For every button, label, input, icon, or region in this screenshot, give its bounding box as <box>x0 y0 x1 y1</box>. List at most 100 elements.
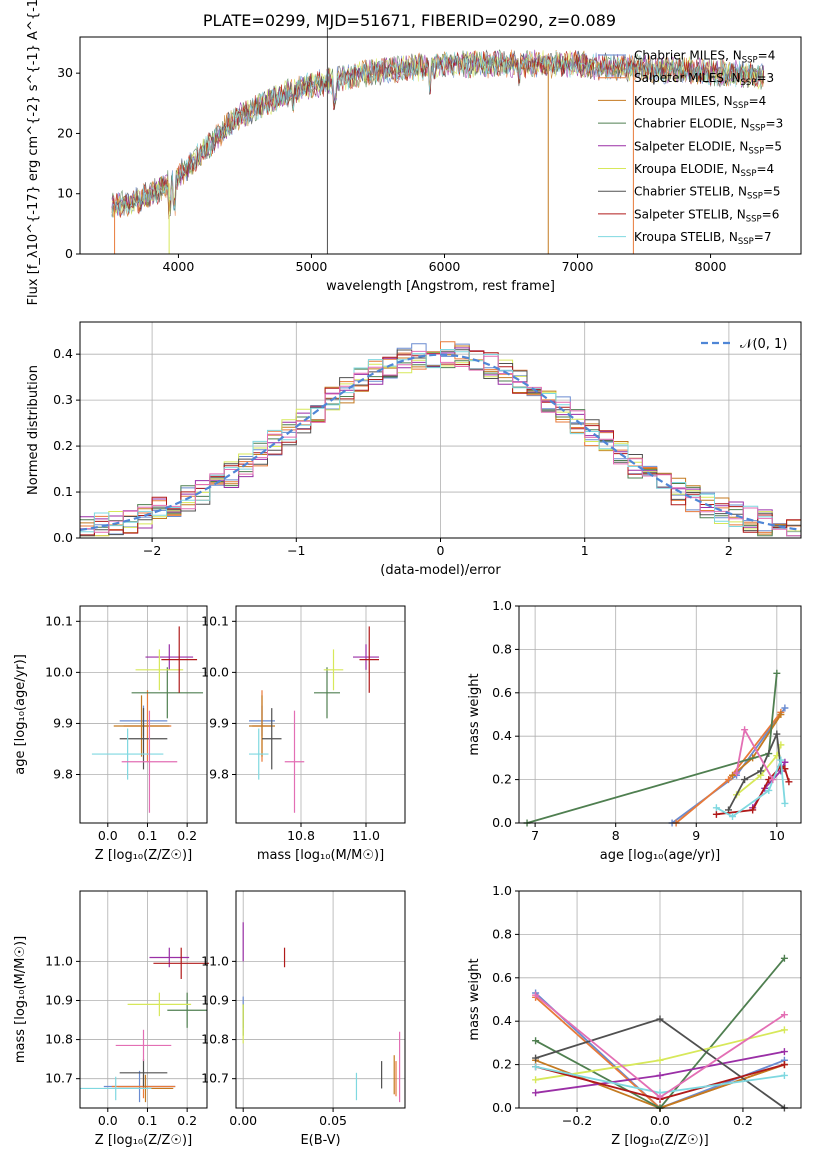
residuals-ylabel: Normed distribution <box>26 365 41 495</box>
mass_weight_vs_Z-point-marker <box>532 1037 540 1045</box>
residuals-xtick-label: 1 <box>581 543 589 558</box>
spectrum-legend-label: Kroupa ELODIE, NSSP=4 <box>634 162 774 179</box>
mass_vs_ebv-xlabel: E(B-V) <box>300 1133 340 1148</box>
spectrum-legend-label: Chabrier ELODIE, NSSP=3 <box>634 117 783 134</box>
mass_weight_vs_Z-point-marker <box>780 1048 788 1056</box>
mass_weight_vs_age-point-marker <box>733 769 741 777</box>
mass_vs_Z-xtick-label: 0.1 <box>138 1113 158 1128</box>
mass_weight_vs_Z-point-marker <box>656 1093 664 1101</box>
mass_vs_ebv-xtick-label: 0.00 <box>229 1113 257 1128</box>
spectrum-legend-label: Chabrier MILES, NSSP=4 <box>634 49 775 66</box>
spectrum-legend-value: =7 <box>754 230 772 244</box>
mass_weight_vs_Z-point-marker <box>780 1026 788 1034</box>
mass_weight_vs_Z-point-marker <box>532 1089 540 1097</box>
mass_weight_vs_age-xtick-label: 10 <box>769 828 785 843</box>
mass_weight_vs_age-ytick-label: 0.8 <box>492 641 512 656</box>
mass_weight_vs_Z-xtick-label: 0.0 <box>650 1113 670 1128</box>
spectrum-axes-frame <box>79 36 802 255</box>
mass_weight_vs_age-point-marker <box>712 804 720 812</box>
mass_weight_vs_Z-point-marker <box>780 1071 788 1079</box>
residuals-legend-label: 𝒩(0, 1) <box>740 337 787 352</box>
spectrum-legend-value: =3 <box>756 71 774 85</box>
mass_weight_vs_age-point-marker <box>773 730 781 738</box>
spectrum-series-line <box>111 50 765 218</box>
mass_weight_vs_Z-point-marker <box>656 1015 664 1023</box>
age_vs_mass-xtick-label: 10.8 <box>287 828 315 843</box>
mass_weight_vs_Z-point-marker <box>532 1063 540 1071</box>
mass_weight_vs_Z-point-marker <box>532 1054 540 1062</box>
spectrum-xtick-label: 4000 <box>163 259 195 274</box>
spectrum-xtick-label: 8000 <box>695 259 727 274</box>
mass_weight_vs_Z-point-marker <box>780 1011 788 1019</box>
age_vs_Z-xtick-label: 0.0 <box>98 828 118 843</box>
spectrum-legend-subscript: SSP <box>742 56 758 66</box>
mass_weight_vs_age-series-line <box>735 744 782 796</box>
mass_weight_vs_Z-ytick-label: 0.8 <box>492 926 512 941</box>
mass_weight_vs_Z-ytick-label: 0.4 <box>492 1013 512 1028</box>
spectrum-legend-value: =4 <box>756 162 774 176</box>
mass_weight_vs_Z-point-marker <box>656 1056 664 1064</box>
spectrum-legend-label: Salpeter STELIB, NSSP=6 <box>634 207 779 224</box>
spectrum-legend-value: =4 <box>758 49 776 63</box>
mass_vs_Z-ytick-label: 11.0 <box>45 953 73 968</box>
mass_vs_Z-axes-frame <box>79 890 208 1109</box>
mass_weight_vs_age-point-marker <box>781 758 789 766</box>
spectrum-legend-subscript: SSP <box>741 78 757 88</box>
mass_weight_vs_age-point-marker <box>741 776 749 784</box>
mass_weight_vs_Z-point-marker <box>532 1076 540 1084</box>
mass_vs_Z-xlabel: Z [log₁₀(Z/Z☉)] <box>95 1133 192 1148</box>
mass_weight_vs_Z-xtick-label: 0.2 <box>733 1113 753 1128</box>
spectrum-legend-value: =5 <box>764 139 782 153</box>
mass_weight_vs_age-ylabel: mass weight <box>467 673 482 755</box>
age_vs_Z-xlabel: Z [log₁₀(Z/Z☉)] <box>95 848 192 863</box>
mass_vs_Z-xtick-label: 0.0 <box>98 1113 118 1128</box>
mass_weight_vs_age-point-marker <box>729 771 737 779</box>
mass_weight_vs_Z-ytick-label: 0.6 <box>492 970 512 985</box>
mass_weight_vs_Z-ytick-label: 0.2 <box>492 1057 512 1072</box>
spectrum-xtick-label: 6000 <box>429 259 461 274</box>
mass_weight_vs_Z-xlabel: Z [log₁₀(Z/Z☉)] <box>611 1133 708 1148</box>
spectrum-legend-value: =4 <box>749 94 767 108</box>
residuals-xtick-label: −2 <box>143 543 161 558</box>
age_vs_mass-ytick-label: 9.9 <box>209 715 229 730</box>
mass_vs_Z-ytick-label: 10.9 <box>45 992 73 1007</box>
age_vs_mass-ytick-label: 10.1 <box>201 613 229 628</box>
residuals-xlabel: (data-model)/error <box>380 563 501 578</box>
mass_vs_Z-ylabel: mass [log₁₀(M/M☉)] <box>13 936 28 1063</box>
residuals-xtick-label: 2 <box>725 543 733 558</box>
mass_weight_vs_age-point-marker <box>712 810 720 818</box>
mass_vs_Z-ytick-label: 10.8 <box>45 1032 73 1047</box>
mass_vs_ebv-axes-frame <box>235 890 406 1109</box>
age_vs_Z-xtick-label: 0.1 <box>138 828 158 843</box>
residuals-ytick-label: 0.2 <box>53 438 73 453</box>
mass_weight_vs_age-point-marker <box>749 806 757 814</box>
spectrum-legend-label: Kroupa STELIB, NSSP=7 <box>634 230 772 247</box>
mass_weight_vs_age-point-marker <box>777 711 785 718</box>
spectrum-legend-value: =6 <box>762 207 780 221</box>
mass_weight_vs_age-xtick-label: 7 <box>531 828 539 843</box>
mass_weight_vs_age-ytick-label: 1.0 <box>492 598 512 613</box>
page-title: PLATE=0299, MJD=51671, FIBERID=0290, z=0… <box>202 11 617 30</box>
residuals-xtick-label: −1 <box>287 543 305 558</box>
mass_weight_vs_age-point-marker <box>781 799 789 807</box>
spectrum-xtick-label: 5000 <box>296 259 328 274</box>
age_vs_Z-ytick-label: 10.1 <box>45 613 73 628</box>
mass_weight_vs_age-xlabel: age [log₁₀(age/yr)] <box>600 848 721 863</box>
age_vs_Z-xtick-label: 0.2 <box>177 828 197 843</box>
residuals-ytick-label: 0.3 <box>53 392 73 407</box>
spectrum-legend-label: Salpeter MILES, NSSP=3 <box>634 71 774 88</box>
spectrum-xtick-label: 7000 <box>562 259 594 274</box>
mass_weight_vs_age-point-marker <box>773 669 781 677</box>
mass_weight_vs_age-point-marker <box>729 812 737 820</box>
residuals-ytick-label: 0.4 <box>53 346 73 361</box>
mass_weight_vs_Z-point-marker <box>780 954 788 962</box>
mass_weight_vs_age-point-marker <box>769 776 777 784</box>
mass_vs_Z-ytick-label: 10.7 <box>45 1071 73 1086</box>
spectrum-ylabel: Flux [f_λ10^{-17} erg cm^{-2} s^{-1} A^{… <box>26 0 41 305</box>
mass_weight_vs_age-point-marker <box>781 704 789 712</box>
spectrum-ytick-label: 10 <box>57 186 73 201</box>
spectrum-legend-label: Chabrier STELIB, NSSP=5 <box>634 185 781 202</box>
spectrum-legend-label: Salpeter ELODIE, NSSP=5 <box>634 139 782 156</box>
age_vs_mass-axes-frame <box>235 605 406 824</box>
age_vs_Z-ytick-label: 9.9 <box>53 715 73 730</box>
